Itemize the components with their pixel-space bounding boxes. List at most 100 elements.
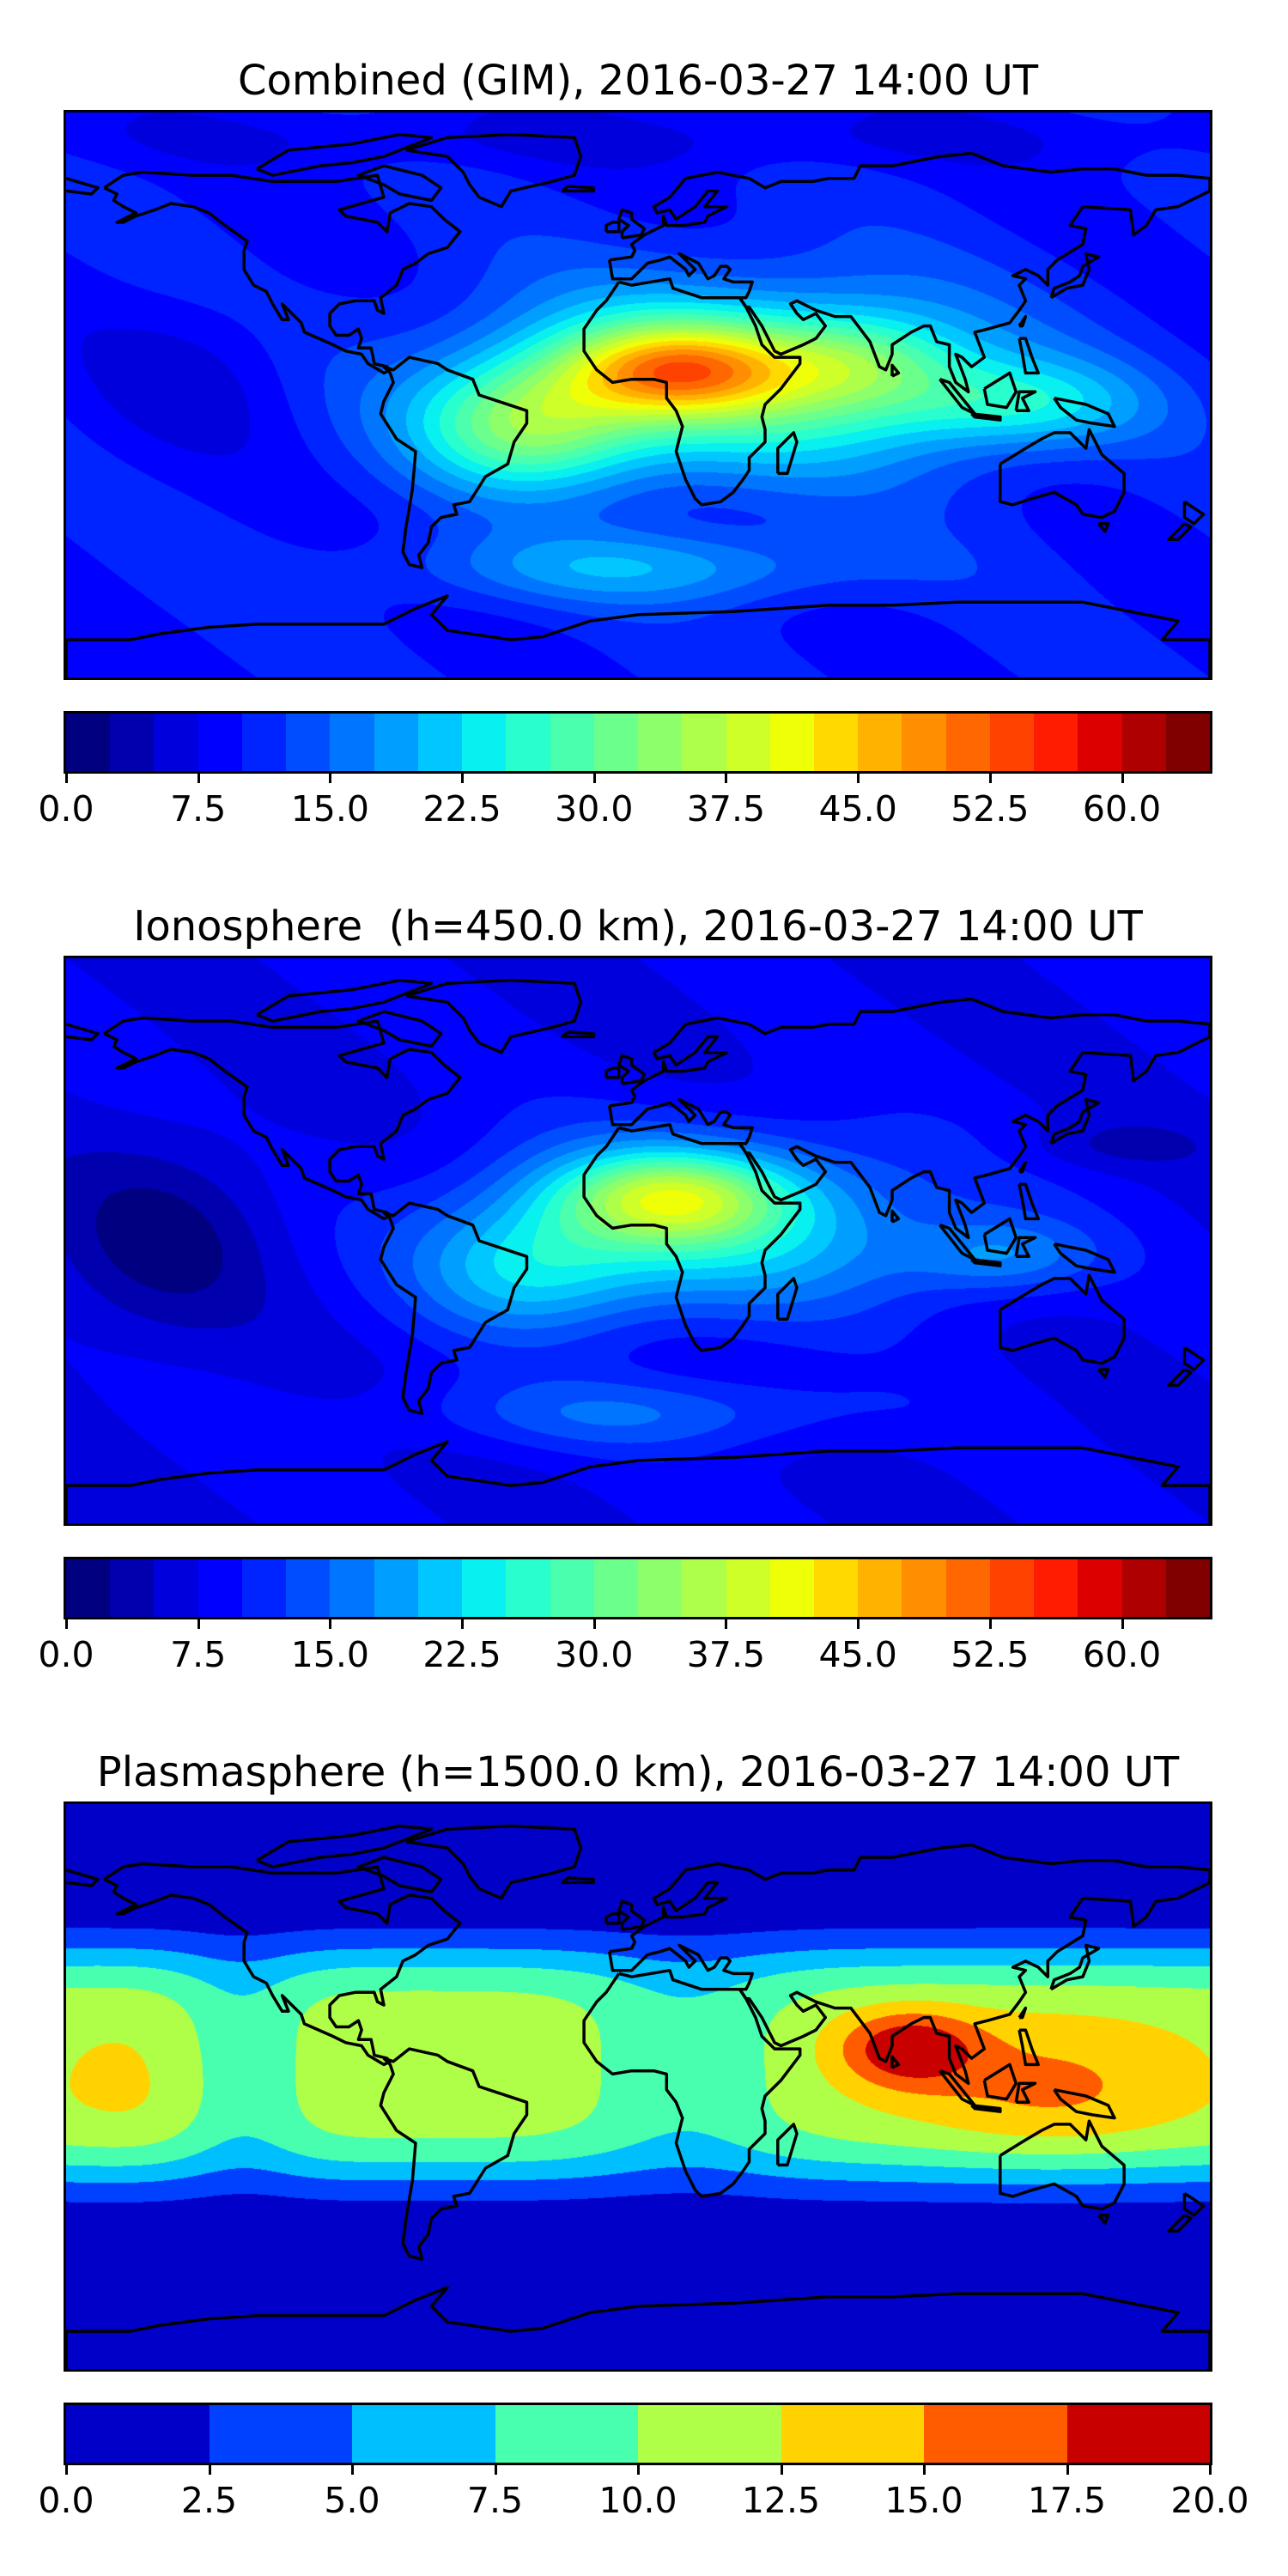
colorbar-segment [506, 714, 550, 771]
colorbar-segment [66, 1559, 111, 1617]
colorbar-tick-label: 12.5 [741, 2480, 821, 2521]
coastline [1097, 1368, 1110, 1379]
coastline [890, 1209, 901, 1224]
colorbar-segment [374, 714, 418, 771]
colorbar-tick-label: 2.5 [180, 2480, 238, 2521]
colorbar-tick-mark [1121, 771, 1124, 783]
colorbar-segment [286, 1559, 331, 1617]
coastline [890, 363, 901, 378]
colorbar-tick-label: 37.5 [686, 788, 766, 829]
coastline [582, 276, 802, 507]
colorbar-segment [286, 714, 331, 771]
coastline [582, 1122, 802, 1352]
colorbar-tick-label: 30.0 [555, 1634, 634, 1675]
coastline [1014, 2081, 1037, 2105]
coastline [103, 1862, 462, 2067]
colorbar-segment [813, 1559, 859, 1617]
colorbar-segment [241, 714, 287, 771]
colorbar-segment [858, 714, 902, 771]
coastline [103, 170, 462, 375]
coastline [256, 132, 434, 177]
colorbar-segment [330, 714, 374, 771]
colorbar-tick-label: 22.5 [422, 788, 501, 829]
colorbar-segment [769, 714, 814, 771]
colorbar-tick-label: 0.0 [38, 788, 94, 829]
colorbar-segment [495, 2405, 638, 2463]
coastline [256, 978, 434, 1023]
colorbar-tick-label: 22.5 [422, 1634, 501, 1675]
coastline [1167, 2214, 1193, 2233]
colorbar-segment [781, 2405, 924, 2463]
coastline [1018, 2028, 1040, 2067]
colorbar-plasmasphere [64, 2403, 1212, 2465]
colorbar-tick-mark [1121, 1617, 1124, 1629]
colorbar-tick-mark [329, 771, 332, 783]
colorbar-segment [1078, 1559, 1122, 1617]
colorbar-segment [989, 714, 1035, 771]
coastline [103, 1016, 462, 1221]
coastline [66, 2286, 1210, 2369]
coastline [582, 1968, 802, 2198]
colorbar-tick-label: 15.0 [290, 788, 370, 829]
colorbar-tick-mark [208, 2463, 211, 2475]
colorbar-tick-mark [988, 771, 992, 783]
colorbar-tick-label: 10.0 [598, 2480, 677, 2521]
coastline [617, 208, 647, 240]
colorbar-tick-mark [857, 1617, 860, 1629]
colorbar-tick-mark [857, 771, 860, 783]
colorbar-tick-mark [351, 2463, 354, 2475]
colorbar-tick-mark [1066, 2463, 1069, 2475]
colorbar-tick-label: 60.0 [1082, 1634, 1162, 1675]
coastline [1049, 252, 1101, 300]
colorbar-tick-mark [461, 1617, 465, 1629]
coastline [982, 2063, 1018, 2101]
colorbar-segment [638, 2405, 781, 2463]
coastline [617, 1054, 647, 1085]
coastline [561, 185, 595, 193]
colorbar-tick-label: 45.0 [818, 1634, 897, 1675]
colorbar-tick-mark [725, 1617, 728, 1629]
colorbar-segment [330, 1559, 374, 1617]
colorbar-segment [66, 2405, 210, 2463]
panel-title-combined: Combined (GIM), 2016-03-27 14:00 UT [237, 57, 1039, 105]
colorbar-segment [989, 1559, 1035, 1617]
colorbar-segment [506, 1559, 550, 1617]
coastline [1053, 2087, 1116, 2120]
colorbar-segment [902, 714, 946, 771]
coastline [607, 1843, 1210, 2086]
colorbar-segment [593, 714, 639, 771]
colorbar-ionosphere [64, 1557, 1212, 1619]
colorbar-segment [197, 1559, 242, 1617]
colorbar-tick-mark [329, 1617, 332, 1629]
colorbar-tick-mark [637, 2463, 640, 2475]
colorbar-tick-label: 45.0 [818, 788, 897, 829]
coastline [356, 164, 443, 203]
colorbar-segment [550, 714, 594, 771]
colorbar-tick-label: 60.0 [1082, 788, 1162, 829]
colorbar-ticks-combined: 0.0 7.5 15.0 22.5 30.0 37.5 45.0 52.5 60.0 [38, 771, 1210, 827]
colorbar-segment [813, 714, 859, 771]
coastline [1018, 337, 1040, 375]
colorbar-segment [352, 2405, 495, 2463]
colorbar-segment [924, 2405, 1067, 2463]
colorbar-segment [550, 1559, 594, 1617]
colorbar-tick-label: 17.5 [1027, 2480, 1107, 2521]
colorbar-segment [1034, 714, 1078, 771]
colorbar-tick-mark [65, 771, 68, 783]
coastline [379, 355, 529, 569]
coastline [1167, 1368, 1193, 1387]
colorbar-segment [462, 714, 507, 771]
colorbar-segment [1078, 714, 1122, 771]
colorbar-tick-label: 37.5 [686, 1634, 766, 1675]
colorbar-segment [1034, 1559, 1078, 1617]
colorbar-segment [638, 714, 683, 771]
coastline [1018, 1160, 1028, 1174]
colorbar-segment [154, 1559, 198, 1617]
colorbar-tick-mark [923, 2463, 926, 2475]
colorbar-tick-label: 20.0 [1170, 2480, 1249, 2521]
colorbar-segment [241, 1559, 287, 1617]
colorbar-segment [638, 1559, 683, 1617]
colorbar-tick-mark [197, 1617, 200, 1629]
plasmasphere-tec-map [64, 1801, 1212, 2372]
coastlines [66, 978, 1210, 1523]
